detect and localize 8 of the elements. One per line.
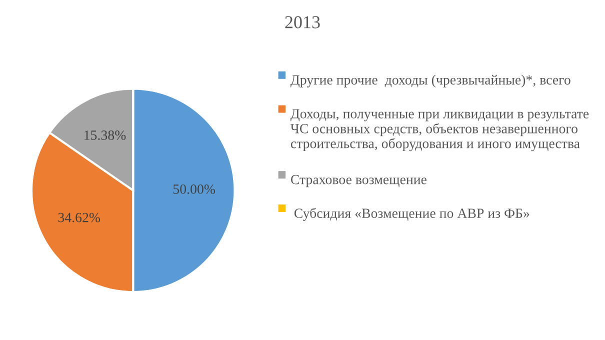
data-label: 15.38% — [84, 130, 126, 140]
legend-label: Другие прочие доходы (чрезвычайные)*, всего — [290, 74, 570, 88]
legend-label: Страховое возмещение — [290, 174, 426, 188]
data-label: 50.00% — [173, 184, 216, 194]
legend-label: Доходы, полученные при ликвидации в результате ЧС основных средств, объектов незавершенного строительства, оборудования и иного имущества — [290, 109, 589, 152]
chart-title: 2013 — [285, 16, 320, 28]
legend-label: Субсидия «Возмещение по АВР из ФБ» — [294, 208, 530, 221]
data-label: 34.62% — [58, 212, 100, 222]
